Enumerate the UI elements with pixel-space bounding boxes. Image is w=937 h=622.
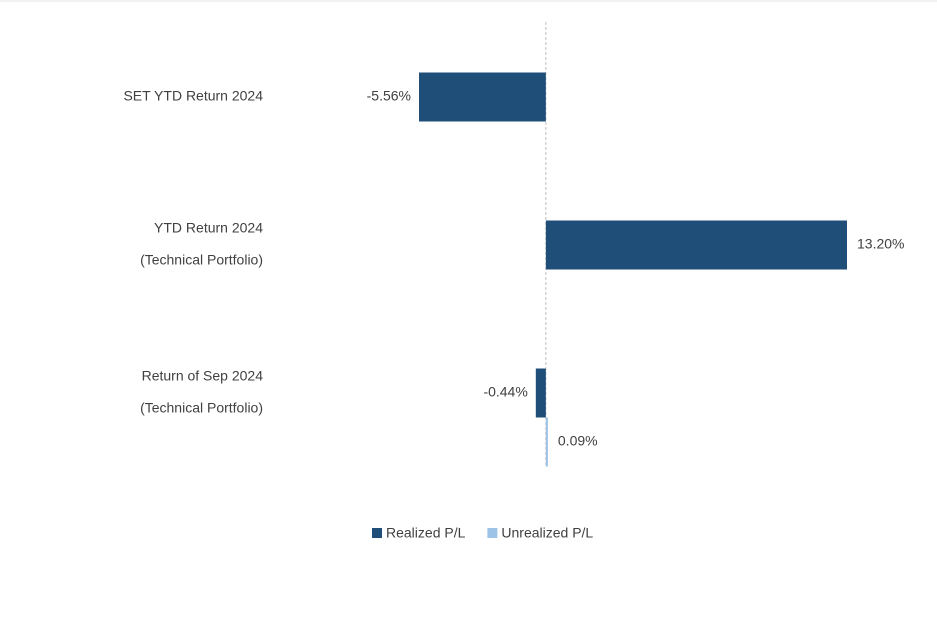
y-tick-label: SET YTD Return 2024 xyxy=(123,88,263,104)
bar xyxy=(545,417,548,467)
data-label: 0.09% xyxy=(558,433,598,449)
bar xyxy=(419,72,546,122)
legend-label: Unrealized P/L xyxy=(501,525,593,541)
legend-swatch xyxy=(487,528,498,538)
y-tick-label: (Technical Portfolio) xyxy=(140,400,263,416)
data-label: -5.56% xyxy=(367,88,411,104)
bar xyxy=(535,368,546,418)
data-label: 13.20% xyxy=(857,236,904,252)
legend-label: Realized P/L xyxy=(386,525,466,541)
data-label: -0.44% xyxy=(483,384,527,400)
y-tick-label: (Technical Portfolio) xyxy=(140,252,263,268)
y-tick-label: Return of Sep 2024 xyxy=(142,368,264,384)
bar xyxy=(545,220,847,270)
legend-swatch xyxy=(372,528,382,538)
y-tick-label: YTD Return 2024 xyxy=(154,220,263,236)
